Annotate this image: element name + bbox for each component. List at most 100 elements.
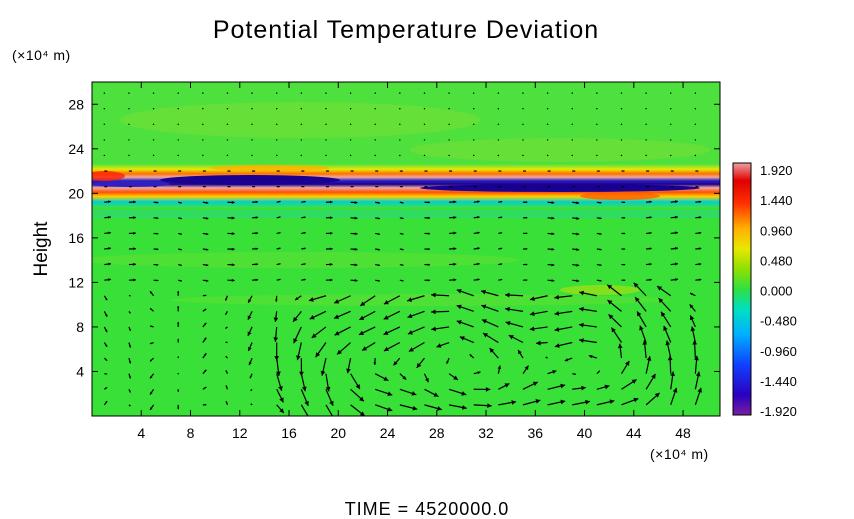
wind-vector-head — [150, 407, 153, 410]
wind-vector-head — [436, 406, 442, 411]
wind-vector-head — [623, 186, 625, 188]
wind-vector-head — [225, 327, 227, 329]
wind-vector-head — [180, 201, 182, 204]
wind-vector-dot — [473, 154, 475, 157]
wind-vector-head — [599, 232, 602, 235]
wind-vector-dot — [473, 92, 475, 94]
wind-vector-head — [564, 358, 569, 362]
wind-vector-dot — [374, 108, 376, 110]
wind-vector-head — [674, 262, 678, 266]
wind-vector-head — [133, 262, 136, 266]
wind-vector-dot — [103, 123, 106, 126]
wind-vector-head — [663, 325, 668, 331]
wind-vector-head — [560, 399, 566, 405]
wind-vector-dot — [497, 154, 500, 157]
wind-vector-head — [327, 170, 329, 172]
wind-vector-head — [500, 278, 503, 281]
wind-vector-head — [407, 330, 413, 335]
wind-vector-head — [150, 325, 152, 328]
wind-vector-dot — [226, 123, 229, 126]
wind-vector-head — [156, 232, 159, 235]
wind-vector-head — [623, 201, 626, 204]
wind-vector-head — [408, 347, 414, 352]
wind-vector-head — [203, 337, 207, 341]
wind-vector-head — [387, 391, 393, 396]
wind-vector-head — [352, 186, 354, 188]
wind-vector-dot — [177, 108, 179, 110]
wind-vector-head — [105, 359, 108, 361]
wind-vector-head — [308, 297, 314, 302]
wind-vector-head — [453, 215, 457, 220]
wind-vector-head — [204, 170, 206, 172]
wind-vector-dot — [423, 123, 426, 126]
wind-vector-dot — [276, 123, 278, 126]
wind-vector-head — [505, 320, 511, 326]
wind-vector-head — [377, 248, 380, 251]
wind-vector-dot — [374, 92, 376, 94]
wind-vector-head — [278, 216, 281, 219]
wind-vector-head — [576, 248, 580, 252]
wind-vector-head — [250, 389, 252, 391]
wind-vector-head — [560, 383, 566, 389]
wind-vector-head — [436, 343, 442, 348]
wind-vector-head — [485, 387, 491, 392]
wind-vector-head — [229, 170, 231, 172]
wind-vector-head — [129, 312, 131, 314]
wind-vector-head — [225, 312, 227, 315]
wind-vector-field — [103, 92, 702, 416]
wind-vector-head — [477, 371, 481, 375]
wind-vector-head — [279, 397, 284, 403]
wind-vector-dot — [300, 154, 303, 157]
wind-vector-head — [180, 170, 182, 172]
wind-vector-dot — [300, 123, 303, 126]
wind-vector-dot — [374, 139, 376, 141]
wind-vector-dot — [423, 139, 426, 141]
wind-vector-head — [672, 387, 678, 393]
wind-vector-head — [231, 200, 235, 204]
wind-vector-head — [373, 362, 377, 365]
wind-vector-head — [599, 248, 602, 251]
wind-vector-dot — [423, 154, 426, 157]
wind-vector-head — [694, 355, 699, 361]
wind-vector-head — [303, 263, 306, 266]
wind-vector-head — [551, 263, 555, 267]
wind-vector-head — [481, 304, 487, 310]
wind-vector-dot — [128, 154, 130, 157]
wind-vector-dot — [694, 108, 697, 110]
wind-vector-head — [329, 231, 333, 235]
wind-vector-head — [327, 186, 329, 188]
wind-vector-head — [180, 279, 182, 282]
wind-vector-head — [296, 355, 301, 361]
wind-vector-head — [585, 399, 590, 405]
wind-vector-head — [156, 201, 159, 204]
wind-vector-head — [554, 294, 559, 300]
wind-vector-head — [128, 361, 132, 364]
wind-vector-head — [453, 200, 457, 204]
wind-vector-head — [180, 264, 182, 266]
wind-vector-dot — [152, 92, 155, 94]
colorbar: 1.920 1.440 0.960 0.480 0.000 -0.480 -0.960 -1.… — [732, 162, 797, 419]
wind-vector-head — [500, 232, 503, 234]
wind-vector-head — [177, 390, 179, 392]
wind-vector-head — [482, 333, 488, 338]
wind-vector-dot — [571, 108, 573, 110]
wind-vector-dot — [497, 92, 500, 94]
wind-vector-head — [469, 354, 473, 357]
colorbar-tick-label: 0.000 — [760, 284, 793, 299]
wind-vector-head — [253, 186, 256, 188]
wind-vector-head — [623, 248, 626, 250]
wind-vector-head — [231, 232, 235, 236]
wind-vector-head — [525, 247, 528, 250]
wind-vector-head — [377, 217, 380, 220]
wind-vector-dot — [423, 108, 426, 110]
wind-vector-head — [354, 278, 358, 282]
wind-vector-head — [334, 331, 340, 336]
wind-vector-head — [301, 386, 307, 392]
wind-vector-head — [105, 373, 108, 375]
wind-vector-dot — [596, 123, 598, 126]
wind-vector-dot — [226, 92, 229, 94]
wind-vector-head — [598, 186, 600, 188]
wind-vector-head — [604, 384, 610, 390]
wind-vector-dot — [103, 108, 106, 110]
wind-vector-head — [401, 201, 404, 204]
